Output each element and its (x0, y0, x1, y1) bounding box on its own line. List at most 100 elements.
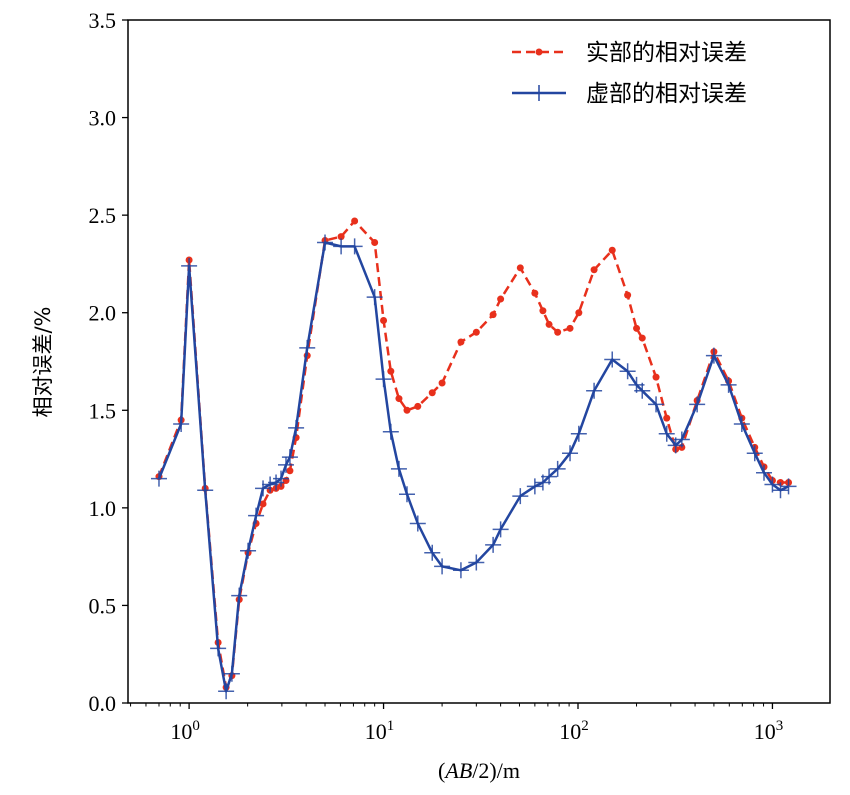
data-point (545, 320, 553, 328)
data-point (633, 324, 641, 332)
data-point (390, 460, 407, 477)
data-point (317, 234, 334, 251)
data-point (554, 328, 562, 336)
data-point (223, 665, 240, 682)
data-point (299, 339, 316, 356)
series-imag (150, 234, 797, 700)
data-point (562, 445, 579, 462)
data-point (531, 289, 539, 297)
y-tick-label: 0.0 (89, 691, 117, 716)
plot-frame (127, 19, 831, 704)
legend-marker-real (535, 48, 543, 56)
data-point (351, 217, 359, 225)
data-point (468, 554, 485, 571)
data-point (452, 562, 469, 579)
data-point (648, 396, 665, 413)
legend-label-imag: 虚部的相对误差 (586, 81, 747, 107)
data-point (173, 415, 190, 432)
data-point (485, 536, 502, 553)
x-tick-label: 103 (754, 718, 784, 744)
data-point (438, 379, 446, 387)
y-tick-label: 3.5 (89, 8, 117, 33)
legend-marker-imag (531, 85, 547, 101)
data-point (492, 521, 509, 538)
data-point (382, 423, 399, 440)
data-point (575, 309, 583, 317)
data-point (395, 395, 403, 403)
data-point (720, 376, 737, 393)
legend-label-real: 实部的相对误差 (586, 40, 747, 66)
data-point (337, 233, 345, 241)
x-tick-label: 102 (559, 718, 589, 744)
data-point (286, 467, 294, 475)
data-point (248, 507, 265, 524)
data-point (689, 396, 706, 413)
data-point (746, 445, 763, 462)
data-point (570, 425, 587, 442)
data-point (366, 289, 383, 306)
data-point (371, 238, 379, 246)
y-tick-label: 3.0 (89, 106, 117, 131)
data-point (428, 389, 436, 397)
data-point (539, 307, 547, 315)
legend: 实部的相对误差 虚部的相对误差 (512, 40, 747, 107)
data-point (590, 266, 598, 274)
data-point (772, 482, 789, 499)
data-point (516, 264, 524, 272)
data-point (549, 460, 566, 477)
x-tick-label: 101 (365, 718, 395, 744)
data-point (409, 515, 426, 532)
y-axis-label: 相对误差/% (31, 306, 55, 417)
data-point (259, 500, 267, 508)
series-layer (150, 217, 797, 700)
data-point (472, 328, 480, 336)
data-point (457, 338, 465, 346)
data-point (526, 478, 543, 495)
data-point (346, 238, 363, 255)
data-point (375, 371, 392, 388)
data-point (619, 363, 636, 380)
data-point (512, 488, 529, 505)
legend-item-imag: 虚部的相对误差 (512, 81, 747, 107)
data-point (624, 291, 632, 299)
data-point (634, 382, 651, 399)
data-point (380, 317, 388, 325)
series-line (157, 241, 790, 693)
data-point (288, 419, 305, 436)
data-point (434, 558, 451, 575)
data-point (705, 347, 722, 364)
data-point (414, 402, 422, 410)
data-point (281, 449, 298, 466)
data-point (604, 351, 621, 368)
data-point (150, 470, 167, 487)
data-point (764, 476, 781, 493)
data-point (586, 382, 603, 399)
data-point (541, 468, 558, 485)
data-point (566, 324, 574, 332)
x-tick-label: 100 (170, 718, 200, 744)
data-point (733, 415, 750, 432)
data-point (663, 414, 671, 422)
y-tick-label: 1.5 (89, 398, 117, 423)
data-point (756, 464, 773, 481)
data-point (333, 238, 350, 255)
data-point (278, 456, 294, 473)
data-point (497, 295, 505, 303)
data-point (608, 246, 616, 254)
data-point (387, 367, 395, 375)
series-line (157, 219, 789, 689)
data-point (273, 470, 290, 487)
data-point (658, 425, 675, 442)
data-point (398, 486, 415, 503)
data-point (210, 640, 227, 657)
data-point (231, 587, 248, 604)
ticks-layer: 0.0 0.5 1.0 1.5 2.0 2.5 3.0 3.5 100 101 102 103 (89, 8, 784, 744)
y-tick-label: 2.0 (89, 301, 117, 326)
legend-item-real: 实部的相对误差 (512, 40, 747, 66)
y-tick-label: 1.0 (89, 496, 117, 521)
data-point (255, 480, 272, 497)
data-point (403, 406, 411, 414)
data-point (424, 544, 441, 561)
data-point (652, 373, 660, 381)
